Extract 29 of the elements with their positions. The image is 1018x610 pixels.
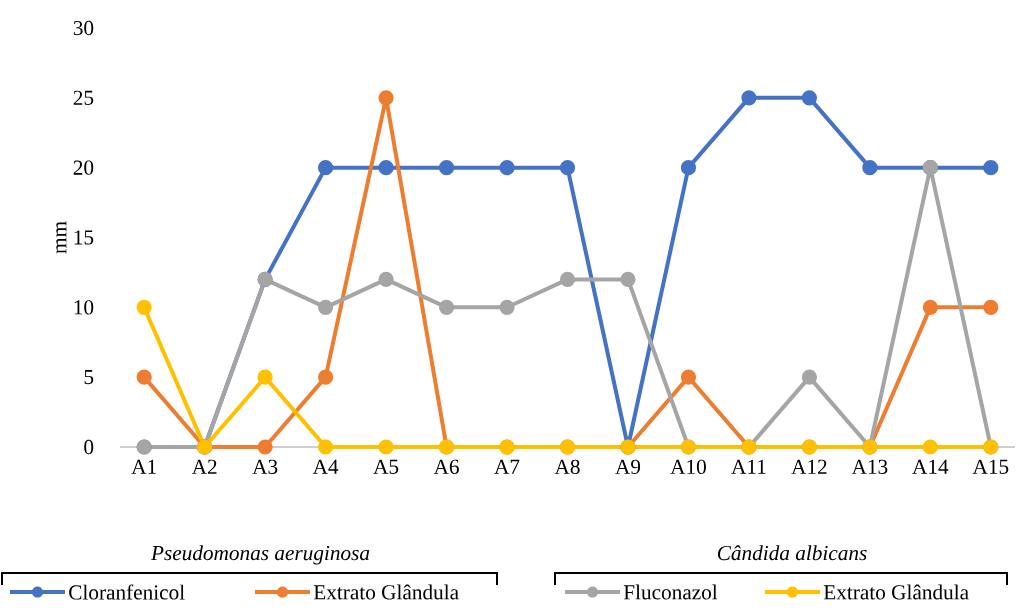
x-tick-label: A3 <box>252 459 278 474</box>
y-axis-title: mm <box>56 221 67 254</box>
x-tick-label: A9 <box>615 459 641 474</box>
legend-label: Extrato Glândula <box>823 584 969 600</box>
y-tick-label: 5 <box>84 370 94 385</box>
x-tick-label: A1 <box>131 459 156 474</box>
y-tick-label: 0 <box>84 439 94 455</box>
x-tick-label: A4 <box>312 459 339 474</box>
y-tick-label: 30 <box>73 20 94 36</box>
legend-label: Cloranfenicol <box>69 584 185 600</box>
x-tick-label: A11 <box>731 459 766 474</box>
x-tick-label: A10 <box>670 459 706 474</box>
y-tick-label: 25 <box>73 90 94 105</box>
x-tick-label: A5 <box>373 459 399 474</box>
legend-label: Fluconazol <box>623 584 718 600</box>
text: Cândida albicans <box>717 545 867 561</box>
x-tick-label: A2 <box>191 459 217 474</box>
y-tick-label: 15 <box>74 230 94 245</box>
text: Pseudomonas aeruginosa <box>150 545 370 565</box>
y-tick-label: 10 <box>74 300 94 315</box>
y-tick-label: 20 <box>73 160 94 175</box>
x-tick-label: A8 <box>554 459 580 474</box>
x-tick-label: A6 <box>433 459 459 474</box>
x-tick-label: A14 <box>912 459 949 474</box>
x-tick-label: A15 <box>972 459 1009 474</box>
legend-label: Extrato Glândula <box>313 584 459 600</box>
x-tick-label: A7 <box>494 459 520 474</box>
x-tick-label: A12 <box>791 459 827 474</box>
x-tick-label: A13 <box>851 459 888 474</box>
